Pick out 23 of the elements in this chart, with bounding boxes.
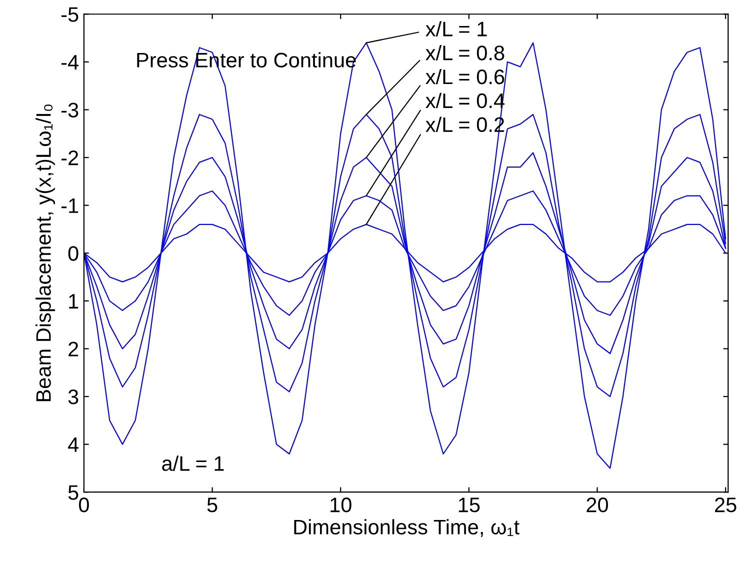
x-tick-label: 15 xyxy=(458,498,480,512)
y-tick-label: 1 xyxy=(69,294,78,308)
x-tick-label: 5 xyxy=(207,498,218,512)
text: x/L = 0.6 xyxy=(426,68,504,84)
y-tick-label: -2 xyxy=(62,150,78,166)
annotation: a/L = 1 xyxy=(162,456,224,471)
x-axis-title: Dimensionless Time, ω₁t xyxy=(294,519,520,537)
y-tick-label: -3 xyxy=(62,102,78,118)
x-tick-label: 0 xyxy=(78,498,89,512)
y-tick-label: -4 xyxy=(62,55,78,70)
y-tick-label: -5 xyxy=(62,7,78,22)
series-label: x/L = 1 xyxy=(426,21,487,36)
y-tick-label: 5 xyxy=(68,485,78,500)
y-tick-label: 2 xyxy=(68,342,78,356)
y-tick-label: 0 xyxy=(68,246,78,261)
text: x/L = 0.8 xyxy=(426,45,504,60)
x-tick-label: 10 xyxy=(330,498,352,512)
y-tick-label: -1 xyxy=(62,198,78,213)
x-tick-label: 25 xyxy=(715,498,736,512)
y-tick-label: 3 xyxy=(68,390,78,404)
y-tick-label: 4 xyxy=(68,438,78,452)
x-tick-label: 20 xyxy=(586,498,608,512)
y-axis-title: Beam Displacement, y(x,t)Lω₁/I₀ xyxy=(36,104,56,402)
